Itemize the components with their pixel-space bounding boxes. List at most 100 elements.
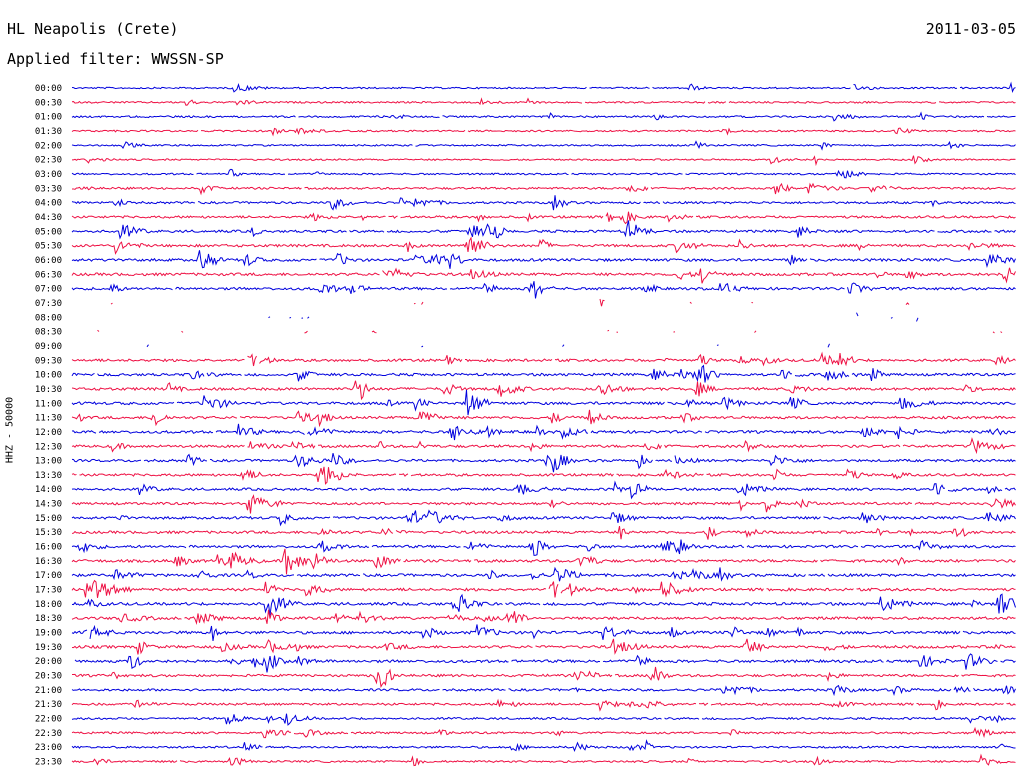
trace-row-1830 — [71, 609, 1016, 626]
trace-row-2230 — [71, 726, 1016, 739]
station-title: HL Neapolis (Crete) — [7, 20, 179, 38]
trace-row-0300 — [71, 168, 1016, 179]
trace-row-0930 — [71, 351, 1016, 367]
time-label-0430: 04:30 — [35, 213, 62, 223]
time-label-0330: 03:30 — [35, 184, 62, 194]
trace-row-0630 — [71, 267, 1016, 284]
trace-row-2130 — [71, 698, 1016, 712]
trace-row-1730 — [71, 579, 1016, 598]
time-label-0230: 02:30 — [35, 156, 62, 166]
time-label-0630: 06:30 — [35, 270, 62, 280]
time-label-1930: 19:30 — [35, 643, 62, 653]
time-label-1600: 16:00 — [35, 543, 62, 553]
trace-row-1030 — [71, 380, 1016, 401]
trace-row-1400 — [71, 480, 1016, 500]
time-label-0800: 08:00 — [35, 313, 62, 323]
trace-row-1000 — [71, 364, 1016, 383]
trace-row-0400 — [71, 195, 1016, 211]
seismic-traces — [71, 81, 1016, 767]
filter-label: Applied filter: WWSSN-SP — [7, 50, 224, 68]
trace-row-1330 — [71, 466, 1016, 485]
trace-row-1100 — [71, 389, 1016, 416]
time-label-0530: 05:30 — [35, 242, 62, 252]
time-label-2030: 20:30 — [35, 672, 62, 682]
trace-row-1700 — [71, 566, 1016, 582]
time-label-0830: 08:30 — [35, 328, 62, 338]
trace-row-2030 — [71, 666, 1016, 688]
time-label-1430: 14:30 — [35, 500, 62, 510]
trace-row-1530 — [71, 525, 1016, 540]
time-label-1830: 18:30 — [35, 614, 62, 624]
trace-row-2000 — [74, 653, 1016, 673]
time-label-2130: 21:30 — [35, 700, 62, 710]
trace-row-1200 — [71, 423, 1016, 441]
time-label-0730: 07:30 — [35, 299, 62, 309]
trace-row-0900 — [147, 344, 1016, 347]
time-label-2200: 22:00 — [35, 715, 62, 725]
time-label-2230: 22:30 — [35, 729, 62, 739]
time-label-1300: 13:00 — [35, 457, 62, 467]
trace-row-1900 — [71, 624, 1016, 642]
time-label-2100: 21:00 — [35, 686, 62, 696]
trace-row-0030 — [71, 97, 1016, 106]
time-label-0130: 01:30 — [35, 127, 62, 137]
time-tick-labels: 00:00 00:30 01:00 01:30 02:00 02:30 03:00 03:30… — [35, 84, 62, 768]
time-label-1330: 13:30 — [35, 471, 62, 481]
trace-row-0530 — [71, 236, 1016, 255]
time-label-1900: 19:00 — [35, 629, 62, 639]
trace-row-1130 — [71, 409, 1016, 428]
trace-row-0700 — [71, 281, 1016, 299]
time-label-2300: 23:00 — [35, 743, 62, 753]
record-date: 2011-03-05 — [925, 20, 1016, 38]
trace-row-1300 — [71, 453, 1016, 473]
trace-row-1230 — [71, 437, 1016, 455]
time-label-1630: 16:30 — [35, 557, 62, 567]
trace-row-0500 — [71, 220, 1016, 240]
trace-row-0430 — [71, 211, 1016, 225]
time-label-0930: 09:30 — [35, 356, 62, 366]
trace-row-1630 — [71, 548, 1016, 575]
time-label-1800: 18:00 — [35, 600, 62, 610]
time-label-2330: 23:30 — [35, 758, 62, 768]
trace-row-1500 — [71, 509, 1016, 527]
time-label-0030: 00:30 — [35, 98, 62, 108]
trace-row-2200 — [71, 713, 1016, 726]
time-label-1730: 17:30 — [35, 586, 62, 596]
time-label-0700: 07:00 — [35, 285, 62, 295]
trace-row-0200 — [71, 140, 1016, 151]
trace-row-0830 — [97, 329, 1003, 334]
time-label-1230: 12:30 — [35, 442, 62, 452]
trace-row-1930 — [71, 638, 1016, 655]
time-label-0000: 00:00 — [35, 84, 62, 94]
trace-row-2300 — [71, 739, 1016, 752]
time-label-0500: 05:00 — [35, 227, 62, 237]
time-label-0900: 09:00 — [35, 342, 62, 352]
trace-row-0600 — [71, 250, 1016, 269]
time-label-1500: 15:00 — [35, 514, 62, 524]
time-label-1100: 11:00 — [35, 399, 62, 409]
time-label-0200: 02:00 — [35, 141, 62, 151]
time-label-1530: 15:30 — [35, 528, 62, 538]
time-label-2000: 20:00 — [35, 657, 62, 667]
time-label-1700: 17:00 — [35, 571, 62, 581]
trace-row-0230 — [71, 155, 1016, 167]
time-label-1130: 11:30 — [35, 414, 62, 424]
trace-row-1600 — [71, 539, 1016, 556]
trace-row-0100 — [71, 111, 1016, 122]
trace-row-1800 — [71, 593, 1016, 616]
time-label-1030: 10:30 — [35, 385, 62, 395]
trace-row-0130 — [71, 127, 1016, 137]
trace-row-0730 — [111, 299, 1008, 306]
time-label-0600: 06:00 — [35, 256, 62, 266]
trace-row-0330 — [71, 182, 1016, 196]
trace-row-2330 — [71, 753, 1016, 767]
time-label-1200: 12:00 — [35, 428, 62, 438]
trace-row-1430 — [71, 494, 1016, 514]
trace-row-0800 — [269, 313, 1007, 322]
trace-row-2100 — [71, 684, 1016, 697]
time-label-1400: 14:00 — [35, 485, 62, 495]
time-label-0400: 04:00 — [35, 199, 62, 209]
time-label-1000: 10:00 — [35, 371, 62, 381]
time-label-0300: 03:00 — [35, 170, 62, 180]
time-label-0100: 01:00 — [35, 113, 62, 123]
